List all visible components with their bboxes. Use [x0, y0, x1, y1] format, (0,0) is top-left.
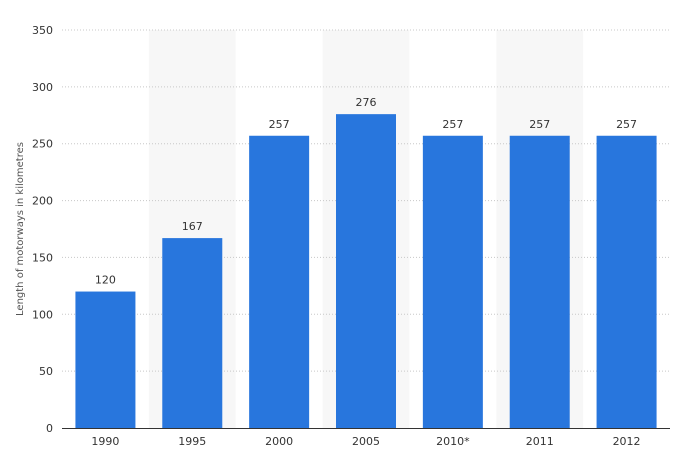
y-tick-label: 150	[32, 251, 53, 264]
bar-2010	[422, 135, 483, 429]
data-label: 257	[529, 118, 550, 131]
y-tick-label: 0	[46, 422, 53, 435]
data-label: 120	[95, 274, 116, 287]
bar-2011	[509, 135, 570, 429]
data-label: 276	[356, 96, 377, 109]
bar-1995	[162, 238, 223, 428]
bar-2012	[596, 135, 657, 429]
x-tick-label: 2010*	[436, 435, 470, 448]
x-tick-label: 2005	[352, 435, 380, 448]
x-tick-label: 2011	[526, 435, 554, 448]
data-labels: 120 167 257 276 257 257 257	[95, 96, 637, 286]
bars	[75, 114, 657, 429]
data-label: 257	[442, 118, 463, 131]
x-tick-label: 2012	[613, 435, 641, 448]
bar-2000	[249, 135, 310, 429]
x-tick-label: 1995	[178, 435, 206, 448]
y-tick-label: 100	[32, 308, 53, 321]
y-tick-label: 50	[39, 365, 53, 378]
y-tick-label: 250	[32, 138, 53, 151]
x-tick-label: 2000	[265, 435, 293, 448]
data-label: 257	[269, 118, 290, 131]
y-axis-title: Length of motorways in kilometres	[15, 142, 26, 316]
y-axis-ticks: 0 50 100 150 200 250 300 350	[32, 24, 53, 435]
data-label: 167	[182, 220, 203, 233]
y-tick-label: 200	[32, 195, 53, 208]
data-label: 257	[616, 118, 637, 131]
y-tick-label: 300	[32, 81, 53, 94]
x-axis-ticks: 1990 1995 2000 2005 2010* 2011 2012	[91, 435, 640, 448]
bar-2005	[336, 114, 396, 429]
y-tick-label: 350	[32, 24, 53, 37]
x-tick-label: 1990	[91, 435, 119, 448]
bar-1990	[75, 291, 136, 428]
